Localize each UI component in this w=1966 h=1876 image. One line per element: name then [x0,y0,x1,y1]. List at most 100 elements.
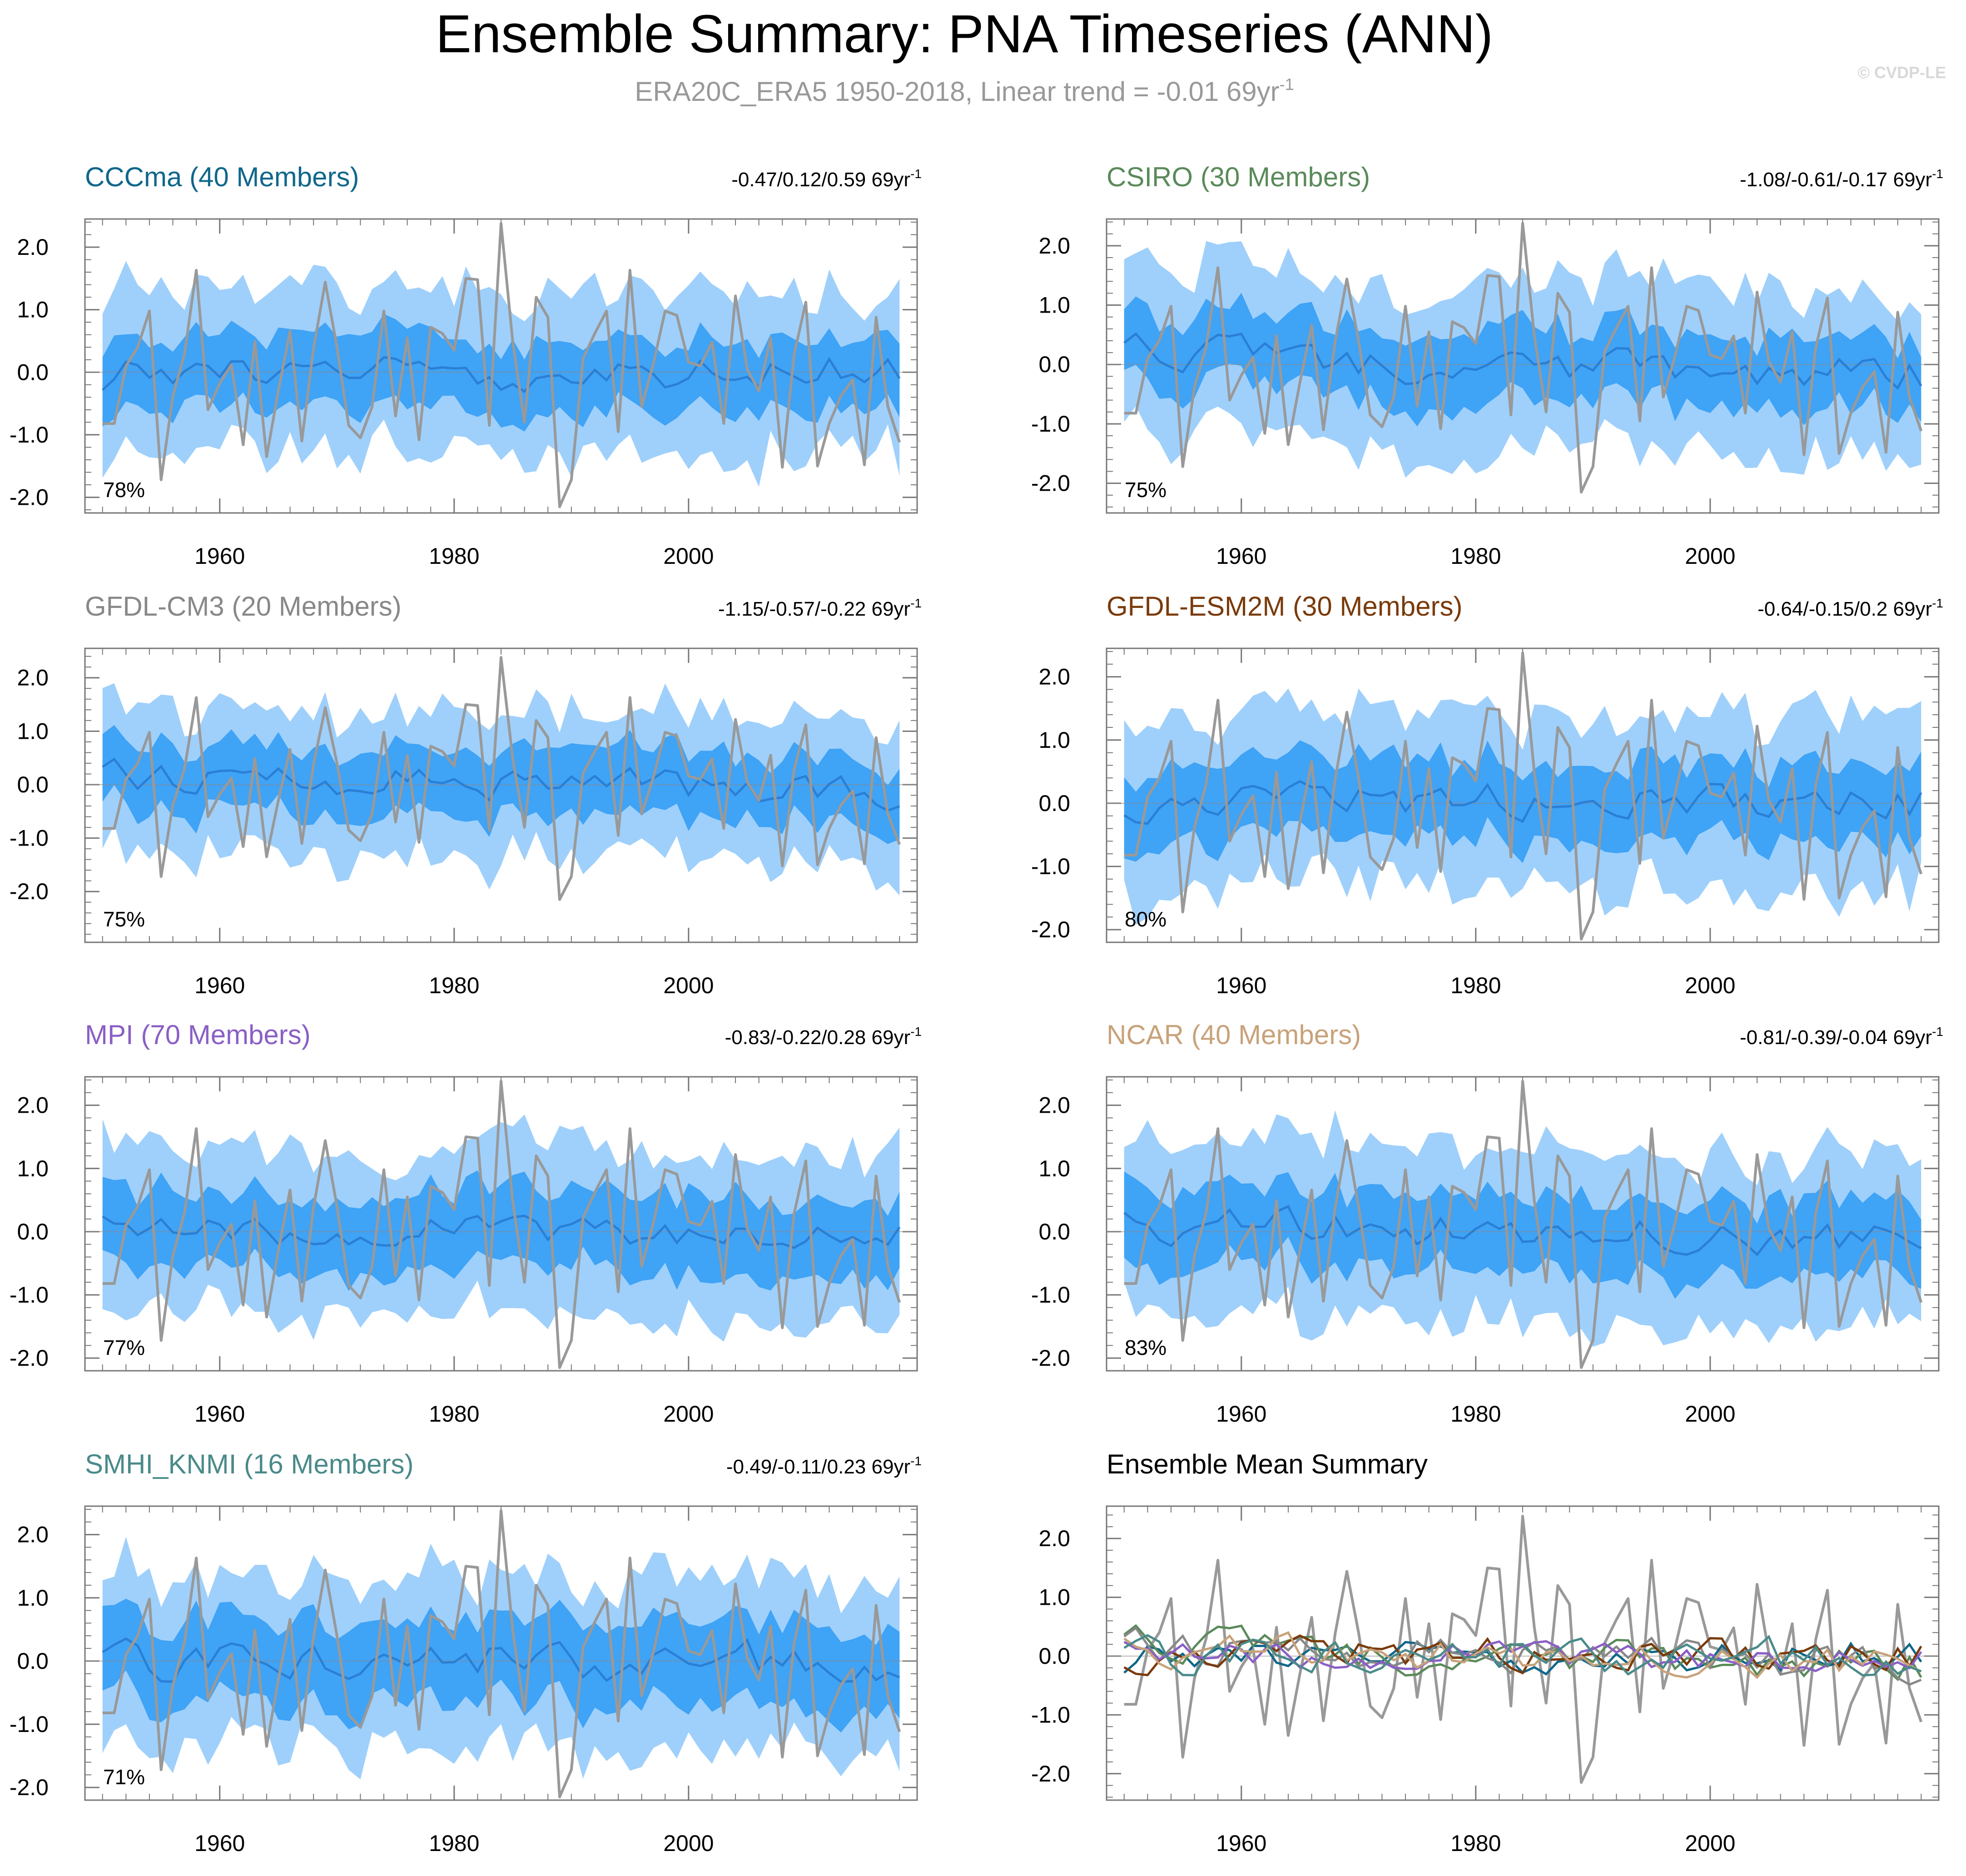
observation-line [102,1509,901,1798]
y-tick-label: 1.0 [1038,1585,1070,1610]
percent-label: 80% [1125,907,1167,931]
y-tick-label: -2.0 [10,1345,49,1371]
panel-title: CSIRO (30 Members) [1107,162,1370,192]
y-tick-label: 0.0 [1038,1643,1070,1669]
y-tick-label: 0.0 [1038,791,1070,816]
x-tick-label: 1960 [1216,973,1266,998]
observation-line [102,222,901,508]
plot-area [85,1080,917,1369]
y-tick-label: 1.0 [1038,1156,1070,1181]
percent-label: 83% [1125,1336,1167,1359]
watermark: © CVDP-LE [1857,63,1946,82]
trend-label-text: -0.49/-0.11/0.23 69yr [726,1456,910,1478]
panel-mpi: MPI (70 Members) -0.83/-0.22/0.28 69yr-1 2… [10,1020,922,1427]
y-tick-label: -2.0 [1031,1345,1070,1371]
plot-area [1107,222,1939,494]
x-tick-label: 1980 [429,973,479,998]
y-tick-label: 2.0 [1038,664,1070,690]
figure-subtitle: ERA20C_ERA5 1950-2018, Linear trend = -0… [635,75,1294,107]
percent-label: 77% [103,1336,145,1359]
trend-label-superscript: -1 [910,167,922,181]
y-tick-label: -2.0 [10,485,49,510]
trend-label: -0.83/-0.22/0.28 69yr-1 [725,1025,922,1049]
x-tick-label: 1960 [194,973,245,998]
panel-gfdl-esm2m: GFDL-ESM2M (30 Members) -0.64/-0.15/0.2 6… [1031,591,1943,998]
panel-title: GFDL-ESM2M (30 Members) [1107,591,1462,622]
y-tick-label: 2.0 [1038,1093,1070,1118]
observation-line [1124,1515,1923,1784]
plot-area [85,222,917,508]
trend-label-text: -0.81/-0.39/-0.04 69yr [1740,1026,1932,1049]
x-tick-label: 2000 [663,543,714,569]
panel-gfdl-cm3: GFDL-CM3 (20 Members) -1.15/-0.57/-0.22 6… [10,591,922,998]
percent-label: 71% [103,1765,145,1789]
plot-area [1107,1515,1939,1784]
x-tick-label: 1960 [1216,1831,1266,1856]
x-tick-label: 1980 [1450,973,1501,998]
y-tick-label: 0.0 [1038,1219,1070,1244]
y-tick-label: -1.0 [10,1282,49,1308]
y-tick-label: 1.0 [17,297,49,323]
trend-label: -0.64/-0.15/0.2 69yr-1 [1757,596,1943,620]
panel-title: GFDL-CM3 (20 Members) [85,591,402,622]
inner-spread-band [1124,293,1921,427]
y-tick-label: 1.0 [17,1156,49,1181]
trend-label-text: -1.08/-0.61/-0.17 69yr [1740,169,1932,191]
inner-spread-band [102,314,900,432]
plot-area [85,1509,917,1798]
x-tick-label: 1980 [429,1401,479,1427]
trend-label: -0.81/-0.39/-0.04 69yr-1 [1740,1025,1943,1049]
x-tick-label: 1980 [429,543,479,569]
y-tick-label: 0.0 [17,1648,49,1674]
percent-label: 75% [1125,478,1167,502]
trend-label-text: -1.15/-0.57/-0.22 69yr [718,598,910,620]
ensemble-mean-line [102,1637,900,1683]
panel-cccma: CCCma (40 Members) -0.47/0.12/0.59 69yr-1… [10,162,922,569]
trend-label: -0.49/-0.11/0.23 69yr-1 [726,1454,922,1478]
trend-label-text: -0.83/-0.22/0.28 69yr [725,1026,910,1049]
y-tick-label: -1.0 [1031,854,1070,879]
y-tick-label: 1.0 [17,1585,49,1611]
ensemble-mean-series [1123,1631,1922,1679]
panel-title: CCCma (40 Members) [85,162,359,192]
inner-spread-band [1124,1171,1921,1299]
observation-line [1124,651,1923,940]
observation-line [1124,1080,1923,1369]
percent-label: 78% [103,478,145,502]
inner-spread-band [102,1598,900,1733]
trend-label: -1.15/-0.57/-0.22 69yr-1 [718,596,922,620]
plot-area [1107,651,1939,940]
y-tick-label: 1.0 [1038,727,1070,753]
ensemble-mean-series [1123,1634,1922,1677]
y-tick-label: -2.0 [1031,471,1070,496]
figure-subtitle-text: ERA20C_ERA5 1950-2018, Linear trend = -0… [635,76,1279,107]
panel-csiro: CSIRO (30 Members) -1.08/-0.61/-0.17 69yr… [1031,162,1943,569]
x-tick-label: 1960 [194,1401,245,1427]
y-tick-label: -1.0 [1031,1702,1070,1727]
x-tick-label: 2000 [1685,973,1735,998]
percent-label: 75% [103,907,145,931]
plot-area [1107,1080,1939,1369]
y-tick-label: -1.0 [10,826,49,851]
x-tick-label: 1980 [429,1831,479,1856]
observation-line [102,1080,901,1369]
y-tick-label: -1.0 [10,1712,49,1737]
inner-spread-band [102,1170,900,1291]
y-tick-label: 2.0 [17,665,49,691]
x-tick-label: 1960 [1216,543,1266,569]
x-tick-label: 1960 [194,1831,245,1856]
panel-smhi-knmi: SMHI_KNMI (16 Members) -0.49/-0.11/0.23 6… [10,1449,922,1856]
y-tick-label: 2.0 [1038,233,1070,259]
x-tick-label: 1980 [1450,543,1501,569]
panels: CCCma (40 Members) -0.47/0.12/0.59 69yr-1… [10,162,1943,1856]
y-tick-label: -1.0 [1031,1282,1070,1308]
y-tick-label: 0.0 [17,359,49,385]
observation-line [1124,222,1923,494]
y-tick-label: 2.0 [17,234,49,260]
y-tick-label: 1.0 [1038,293,1070,318]
y-tick-label: 2.0 [17,1522,49,1548]
ensemble-mean-line [102,356,901,393]
panel-ncar: NCAR (40 Members) -0.81/-0.39/-0.04 69yr-… [1031,1020,1943,1427]
trend-label-text: -0.47/0.12/0.59 69yr [731,169,910,191]
